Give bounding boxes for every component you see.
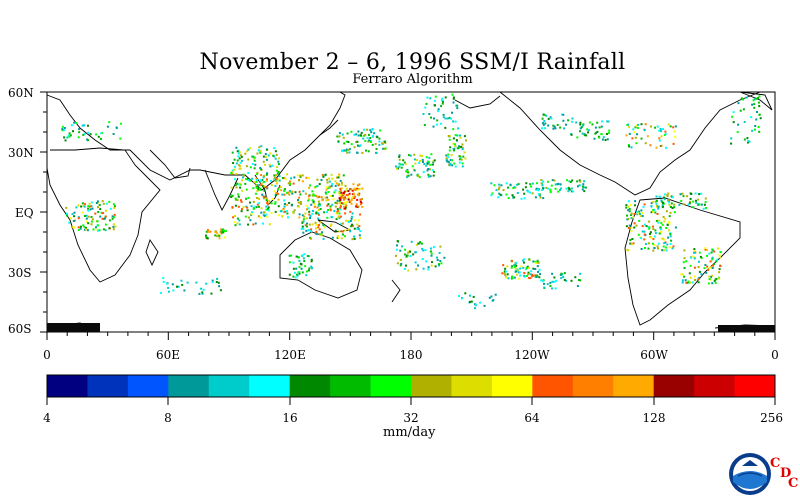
colorbar-cell <box>168 375 210 397</box>
japan <box>319 119 339 136</box>
colorbar-cell <box>208 375 250 397</box>
colorbar-cell <box>653 375 695 397</box>
new-guinea <box>317 219 352 233</box>
colorbar-cell <box>694 375 736 397</box>
africa-coast <box>46 147 161 283</box>
lat-label-60n: 60N <box>8 86 34 100</box>
coastlines <box>46 91 776 331</box>
lon-label-0-east: 0 <box>771 348 779 362</box>
colorbar-cell <box>47 375 88 397</box>
madagascar <box>145 238 159 267</box>
noaa-logo <box>729 453 771 495</box>
lon-ticks <box>46 332 776 340</box>
lon-label-180: 180 <box>399 348 423 362</box>
map-subtitle: Ferraro Algorithm <box>352 72 473 87</box>
colorbar-label-4: 4 <box>43 411 51 425</box>
lon-label-120w: 120W <box>514 348 550 362</box>
colorbar-cell <box>249 375 291 397</box>
antarctica-fill-right <box>718 325 775 332</box>
south-america-coast <box>624 197 741 326</box>
colorbar-cell <box>734 375 776 397</box>
colorbar-cell <box>411 375 452 397</box>
greenland <box>739 91 773 111</box>
lat-label-eq: EQ <box>15 206 34 220</box>
colorbar-label-256: 256 <box>760 411 784 425</box>
lat-label-30n: 30N <box>8 146 34 160</box>
cdc-letter-c2: C <box>788 476 799 491</box>
colorbar-cell <box>330 375 372 397</box>
lon-label-60e: 60E <box>155 348 181 362</box>
rainfall-field <box>61 93 762 310</box>
lon-label-0-west: 0 <box>43 348 51 362</box>
antarctica-fill-left <box>47 323 100 332</box>
colorbar-label-8: 8 <box>164 411 172 425</box>
colorbar-label-128: 128 <box>642 411 666 425</box>
cdc-letter-d: D <box>780 466 792 481</box>
colorbar-label-16: 16 <box>282 411 298 425</box>
colorbar-label-32: 32 <box>403 411 419 425</box>
colorbar-unit-label: mm/day <box>383 425 436 440</box>
lat-ticks <box>40 91 47 333</box>
india-coast <box>204 169 239 212</box>
arabia-coast <box>149 149 191 179</box>
new-zealand <box>391 279 401 303</box>
colorbar-cell <box>370 375 412 397</box>
colorbar-cell <box>532 375 574 397</box>
colorbar-cell <box>87 375 129 397</box>
map-frame <box>46 91 776 333</box>
colorbar-cell <box>127 375 169 397</box>
colorbar-cell <box>289 375 331 397</box>
map-title: November 2 – 6, 1996 SSM/I Rainfall <box>199 50 626 75</box>
cdc-letter-c1: C <box>770 456 781 471</box>
colorbar-label-64: 64 <box>524 411 540 425</box>
colorbar-cell <box>572 375 614 397</box>
north-america-coast <box>499 91 761 196</box>
colorbar-ticks <box>46 397 776 405</box>
colorbar-cell <box>613 375 655 397</box>
colorbar <box>47 375 776 397</box>
lat-label-30s: 30S <box>8 266 32 280</box>
eurasia-coast <box>46 91 346 191</box>
colorbar-cell <box>491 375 533 397</box>
colorbar-cell <box>451 375 493 397</box>
lat-label-60s: 60S <box>8 322 32 336</box>
lon-label-120e: 120E <box>274 348 306 362</box>
alaska-coast <box>454 95 501 109</box>
australia-coast <box>279 231 363 299</box>
lon-label-60w: 60W <box>640 348 668 362</box>
